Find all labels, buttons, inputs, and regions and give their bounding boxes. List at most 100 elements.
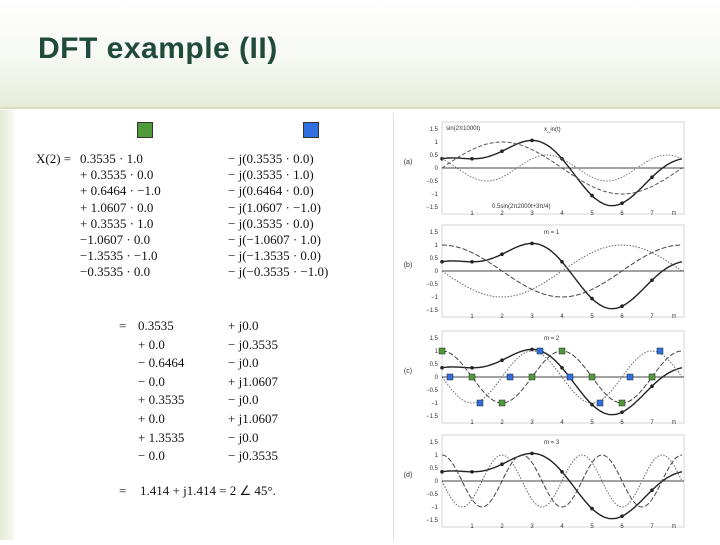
sample-point: [470, 157, 474, 161]
x-tick-label: 6: [620, 420, 624, 426]
y-tick-label: 0.5: [430, 153, 439, 159]
y-tick-label: 0: [435, 269, 439, 275]
sample-point: [470, 366, 474, 370]
y-tick-label: 1.5: [430, 127, 439, 133]
input-signal-curve: [441, 452, 683, 520]
panel-label: (b): [404, 262, 413, 269]
sample-point: [590, 402, 594, 407]
sample-point: [650, 175, 654, 179]
x-tick-label: 6: [620, 524, 624, 530]
y-tick-label: 0: [435, 375, 439, 381]
real-value: − 0.0: [138, 448, 165, 464]
x-tick-label: 3: [530, 314, 534, 320]
imag-value: + j1.0607: [228, 411, 278, 426]
imag-term: − j(−1.0607 · 1.0): [228, 232, 322, 247]
y-tick-label: 1.5: [430, 440, 439, 446]
imag-term: − j(−1.3535 · 0.0): [228, 248, 322, 264]
y-tick-label: 0: [435, 479, 439, 485]
dft-figure: 1.5 1 0.5 0 −0.5 −1 −1.5 1 2 3 4 5 6 7 n (a) sin(2π1000t…: [393, 113, 694, 540]
real-value: + 0.3535: [138, 392, 185, 408]
real-term: −0.3535 · 0.0: [80, 264, 151, 280]
real-value: + 0.0: [138, 336, 165, 352]
x-tick-label: 5: [590, 314, 594, 320]
sample-point: [620, 410, 624, 414]
sample-point: [650, 384, 654, 388]
equals-sign: =: [119, 318, 127, 333]
real-term: + 0.3535 · 1.0: [80, 215, 154, 231]
sin-sample-marker: [446, 373, 454, 381]
cos-sample-marker: [618, 399, 626, 407]
sin-sample-marker: [626, 373, 634, 381]
blue-legend-square: [303, 122, 319, 138]
real-term: 0.3535 · 1.0: [80, 151, 143, 166]
x-tick-label: 4: [560, 211, 564, 217]
x-tick-label: 3: [530, 211, 534, 217]
dft-figure-svg: 1.5 1 0.5 0 −0.5 −1 −1.5 1 2 3 4 5 6 7 n (a) sin(2π1000t…: [404, 121, 685, 530]
analysis-frequency-label: m = 1: [544, 230, 560, 236]
y-tick-label: −1.5: [426, 414, 439, 420]
sin-sample-marker: [506, 373, 514, 381]
x-tick-label: 5: [590, 524, 594, 530]
sample-point: [620, 304, 624, 308]
x-tick-label: 4: [560, 314, 564, 320]
x-tick-label: 7: [650, 420, 654, 426]
sin-sample-marker: [536, 347, 544, 355]
sample-point: [500, 252, 504, 256]
imag-value: + j0.0: [228, 318, 259, 333]
panel-label: (a): [404, 159, 413, 166]
x-tick-label: 7: [650, 314, 654, 320]
x-tick-label: 1: [470, 211, 474, 217]
y-tick-label: 0.5: [430, 256, 439, 262]
title-band: [0, 0, 720, 108]
sample-point: [500, 358, 504, 362]
panel-label: (c): [404, 368, 412, 375]
x-tick-label: 4: [560, 524, 564, 530]
real-term: + 0.3535 · 0.0: [80, 167, 154, 183]
title-divider: [0, 107, 720, 109]
y-tick-label: −0.5: [426, 388, 439, 394]
sample-point: [590, 193, 594, 198]
cos-sample-marker: [648, 373, 656, 381]
y-tick-label: −1.5: [426, 308, 439, 314]
annotation-sin2: 0.5sin(2π2000t+3π/4): [492, 204, 550, 210]
x-tick-label: 4: [560, 420, 564, 426]
analysis-frequency-label: m = 3: [544, 440, 560, 446]
y-tick-label: −1: [431, 295, 439, 301]
y-tick-label: −1.5: [426, 205, 439, 211]
sample-point: [530, 241, 534, 246]
y-tick-label: 1: [435, 243, 439, 249]
imag-value: − j0.0: [228, 355, 259, 371]
analysis-sin-curve: [441, 244, 683, 298]
x-tick-label: 2: [500, 314, 504, 320]
x-axis-label: n: [672, 210, 676, 217]
x-tick-label: 2: [500, 524, 504, 530]
x-axis-label: n: [672, 523, 676, 530]
y-tick-label: 1: [435, 140, 439, 146]
analysis-cos-curve: [442, 244, 682, 298]
sin-sample-marker: [566, 373, 574, 381]
sample-point: [560, 260, 564, 264]
imag-term: − j(0.3535 · 1.0): [228, 167, 314, 183]
sin-sample-marker: [596, 399, 604, 407]
sample-point: [620, 514, 624, 518]
imag-value: + j1.0607: [228, 373, 278, 389]
imag-value: − j0.0: [228, 429, 259, 445]
imag-value: − j0.0: [228, 392, 259, 408]
sample-point: [470, 470, 474, 474]
imag-value: − j0.3535: [228, 448, 278, 464]
x-tick-label: 7: [650, 524, 654, 530]
equation-lhs: X(2) =: [36, 151, 72, 166]
x-tick-label: 5: [590, 420, 594, 426]
sample-point: [440, 366, 444, 370]
input-signal-curve: [441, 139, 683, 207]
x-tick-label: 5: [590, 211, 594, 217]
imag-term: − j(−0.3535 · −1.0): [228, 264, 329, 280]
real-term: −1.0607 · 0.0: [80, 232, 151, 247]
annotation-sin1: sin(2π1000t): [446, 126, 480, 132]
imag-term: − j(1.0607 · −1.0): [228, 199, 322, 215]
cos-sample-marker: [498, 399, 506, 407]
sample-point: [650, 278, 654, 282]
sample-point: [590, 506, 594, 511]
real-term: + 0.6464 · −1.0: [80, 183, 161, 199]
y-tick-label: 1.5: [430, 230, 439, 236]
